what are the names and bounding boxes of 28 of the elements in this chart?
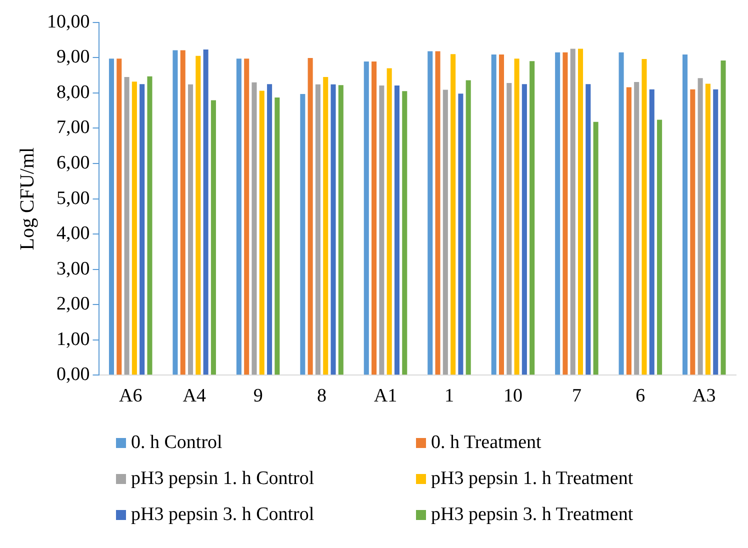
y-tick-label: 5,00	[56, 188, 90, 209]
x-tick-label: 9	[253, 386, 263, 407]
legend-label: pH3 pepsin 3. h Control	[131, 504, 314, 526]
legend-label: 0. h Control	[131, 432, 222, 454]
x-tick-label: A4	[182, 386, 206, 407]
y-tick-label: 0,00	[56, 364, 90, 386]
x-tick-label: A3	[692, 386, 716, 407]
y-tick-label: 4,00	[56, 223, 90, 244]
legend-label: 0. h Treatment	[431, 432, 542, 454]
y-tick-label: 7,00	[56, 117, 90, 138]
y-tick-label: 6,00	[56, 152, 90, 174]
x-tick-label: 6	[636, 386, 646, 407]
legend-label: pH3 pepsin 1. h Treatment	[431, 468, 634, 490]
x-tick-label: A1	[374, 386, 398, 407]
x-tick-label: 7	[572, 386, 582, 407]
y-tick-label: 2,00	[56, 294, 90, 315]
y-tick-label: 3,00	[56, 258, 90, 280]
x-tick-label: 1	[444, 386, 454, 407]
x-tick-label: 10	[503, 386, 522, 407]
x-tick-label: 8	[317, 386, 327, 407]
legend-label: pH3 pepsin 3. h Treatment	[431, 504, 634, 526]
y-tick-label: 8,00	[56, 82, 90, 103]
y-tick-label: 10,00	[47, 11, 90, 32]
y-tick-label: 9,00	[56, 46, 90, 68]
legend-label: pH3 pepsin 1. h Control	[131, 468, 314, 490]
y-axis-title: Log CFU/ml	[16, 146, 38, 250]
x-tick-label: A6	[118, 386, 142, 407]
y-tick-label: 1,00	[56, 328, 90, 350]
